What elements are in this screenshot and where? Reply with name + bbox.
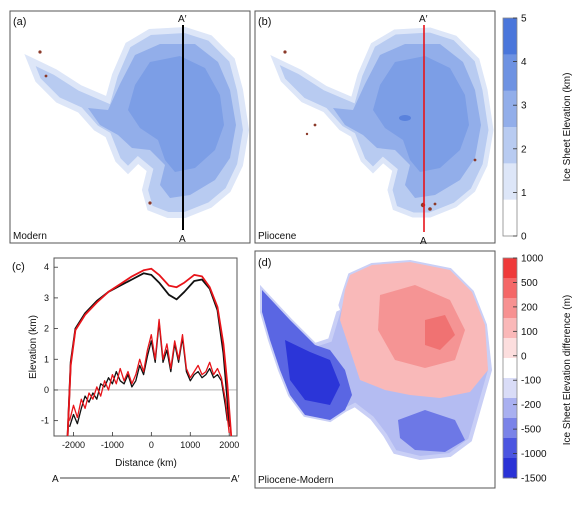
panel-a: (a) A′ A Modern <box>9 10 251 245</box>
colorbar-segment <box>503 318 517 339</box>
colorbar-segment <box>503 90 517 128</box>
colorbar-elevation: 5 4 3 2 1 0 <box>502 14 527 243</box>
x-tick-label: 2000 <box>219 440 239 450</box>
colorbar-tick-label: -500 <box>521 425 541 436</box>
colorbar-difference-label: Ice Sheet Elevation difference (m) <box>562 295 573 445</box>
y-axis-label: Elevation (km) <box>28 315 39 379</box>
colorbar-segment <box>503 127 517 164</box>
panel-d-caption: Pliocene-Modern <box>258 475 334 486</box>
colorbar-segment <box>503 199 517 237</box>
y-tick-label: 1 <box>44 354 49 364</box>
modern-bed-line <box>68 321 228 427</box>
colorbar-segment <box>503 458 517 479</box>
transect-bottom-label-b: A <box>420 236 427 247</box>
transect-end-label: A′ <box>231 474 240 485</box>
y-tick-label: 0 <box>44 385 49 395</box>
colorbar-segment <box>503 338 517 359</box>
colorbar-tick-label: 5 <box>521 14 527 25</box>
colorbar-segment <box>503 418 517 439</box>
colorbar-elevation-label: Ice Sheet Elevation (km) <box>562 73 573 182</box>
panel-d-letter: (d) <box>258 257 271 269</box>
colorbar-tick-label: 2 <box>521 144 527 155</box>
modern-surface-line <box>66 272 231 436</box>
y-tick-label: -1 <box>41 416 49 426</box>
transect-top-label: A′ <box>178 14 187 25</box>
colorbar-tick-label: 200 <box>521 302 538 313</box>
colorbar-segment <box>503 54 517 91</box>
colorbar-tick-label: -1000 <box>521 449 547 460</box>
colorbar-tick-label: 1 <box>521 188 527 199</box>
panel-d: (d) Pliocene-Modern <box>254 250 496 489</box>
transect-top-label-b: A′ <box>419 14 428 25</box>
y-tick-label: 3 <box>44 293 49 303</box>
colorbar-tick-label: 3 <box>521 101 527 112</box>
panel-b: (b) A′ A Pliocene <box>254 10 496 247</box>
colorbar-segment <box>503 298 517 319</box>
panel-a-letter: (a) <box>13 16 26 28</box>
panel-c-frame <box>53 257 238 437</box>
colorbar-tick-label: 100 <box>521 327 538 338</box>
x-tick-label: 1000 <box>180 440 200 450</box>
y-tick-label: 4 <box>44 262 49 272</box>
panel-c: -2000 -1000 0 1000 2000 -1 0 1 2 3 4 (c) Distance … <box>12 257 240 485</box>
colorbar-frame <box>502 257 518 479</box>
x-tick-label: 0 <box>149 440 154 450</box>
pliocene-bed-line <box>68 318 230 433</box>
transect-bottom-label: A <box>179 234 186 245</box>
colorbar-tick-label: 4 <box>521 57 527 68</box>
colorbar-tick-label: -1500 <box>521 474 547 485</box>
colorbar-tick-label: 500 <box>521 278 538 289</box>
panel-b-caption: Pliocene <box>258 231 297 242</box>
panel-c-axes: -2000 -1000 0 1000 2000 -1 0 1 2 3 4 <box>41 262 239 450</box>
colorbar-segment <box>503 438 517 459</box>
antarctica-map-modern <box>30 30 246 215</box>
colorbar-tick-label: 1000 <box>521 254 544 265</box>
x-axis-label: Distance (km) <box>115 458 177 469</box>
x-tick-label: -2000 <box>62 440 85 450</box>
panel-c-series <box>66 267 233 436</box>
colorbar-tick-label: 0 <box>521 351 527 362</box>
difference-map <box>260 260 492 460</box>
colorbar-segment <box>503 278 517 299</box>
panel-b-letter: (b) <box>258 16 271 28</box>
pliocene-surface-line <box>66 267 233 436</box>
colorbar-segment <box>503 358 517 379</box>
colorbar-segment <box>503 378 517 399</box>
colorbar-tick-label: -200 <box>521 400 541 411</box>
panel-a-caption: Modern <box>13 231 47 242</box>
panel-c-letter: (c) <box>12 261 25 273</box>
y-tick-label: 2 <box>44 324 49 334</box>
colorbar-tick-label: 0 <box>521 232 527 243</box>
colorbar-segment <box>503 398 517 419</box>
transect-start-label: A <box>52 474 59 485</box>
colorbar-segment <box>503 18 517 55</box>
colorbar-segment <box>503 163 517 200</box>
colorbar-tick-label: -100 <box>521 376 541 387</box>
colorbar-frame <box>502 17 518 237</box>
x-tick-label: -1000 <box>101 440 124 450</box>
colorbar-segment <box>503 258 517 279</box>
